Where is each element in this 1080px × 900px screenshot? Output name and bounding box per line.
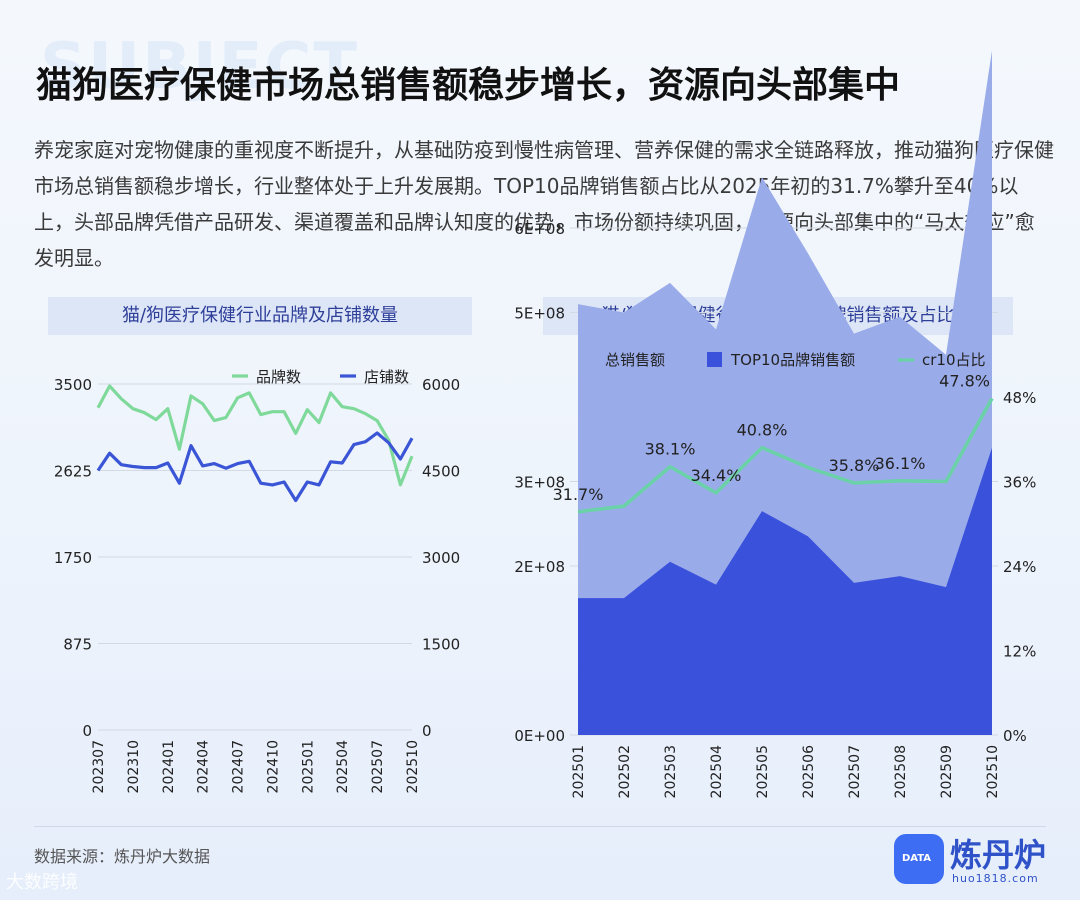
series-line-cr10占比: [577, 397, 994, 514]
background-watermark: SUBJECT: [40, 30, 359, 104]
y-right-tick-label: 24%: [1003, 558, 1036, 576]
y-left-tick-label: 0: [82, 722, 92, 740]
logo-name: 炼丹炉: [950, 836, 1047, 874]
data-label: 34.4%: [691, 466, 742, 485]
x-tick-label: 202503: [663, 745, 679, 798]
y-left-tick-label: 875: [63, 636, 92, 654]
logo-url: huo1818.com: [952, 872, 1039, 885]
y-right-tick-label: 0%: [1003, 727, 1027, 745]
x-tick-label: 202504: [709, 745, 725, 799]
corner-watermark: 大数跨境: [6, 872, 78, 893]
y-left-tick-label: 2E+08: [514, 558, 565, 576]
x-tick-label: 202510: [985, 745, 1001, 798]
y-left-tick-label: 3E+08: [514, 474, 565, 492]
legend-swatch: [707, 352, 722, 367]
y-left-tick-label: 0E+00: [514, 727, 565, 745]
y-right-tick-label: 1500: [422, 636, 460, 654]
y-right-tick-label: 12%: [1003, 643, 1036, 661]
logo-badge-text: DATA: [902, 853, 932, 864]
y-right-tick-label: 6000: [422, 376, 460, 394]
y-left-tick-label: 3500: [54, 376, 92, 394]
x-tick-label: 202404: [196, 740, 212, 794]
x-tick-label: 202504: [335, 740, 351, 794]
y-right-tick-label: 48%: [1003, 389, 1036, 407]
x-tick-label: 202507: [847, 745, 863, 798]
y-left-tick-label: 1750: [54, 549, 92, 567]
area-总销售额: [578, 50, 992, 736]
x-tick-label: 202509: [939, 745, 955, 798]
data-label: 31.7%: [553, 485, 604, 504]
legend-label: TOP10品牌销售额: [730, 351, 855, 369]
area-TOP10品牌销售额: [578, 447, 992, 735]
data-label: 35.8%: [829, 456, 880, 475]
footer-divider: [34, 826, 1046, 827]
x-tick-label: 202505: [755, 745, 771, 798]
intro-paragraph: 养宠家庭对宠物健康的重视度不断提升，从基础防疫到慢性病管理、营养保健的需求全链路…: [34, 138, 1054, 270]
legend-swatch: [581, 352, 596, 367]
series-line-店铺数: [96, 431, 414, 503]
x-tick-label: 202307: [91, 740, 107, 793]
x-tick-label: 202310: [126, 740, 142, 793]
y-right-tick-label: 3000: [422, 549, 460, 567]
legend-label: 总销售额: [605, 351, 665, 369]
page-headline: 猫狗医疗保健市场总销售额稳步增长，资源向头部集中: [36, 65, 901, 106]
data-label: 36.1%: [875, 454, 926, 473]
brand-logo: DATA 炼丹炉 huo1818.com: [894, 832, 1054, 888]
data-label: 47.8%: [939, 371, 990, 390]
y-right-tick-label: 36%: [1003, 474, 1036, 492]
data-label: 40.8%: [737, 421, 788, 440]
x-tick-label: 202502: [617, 745, 633, 798]
y-right-tick-label: 4500: [422, 463, 460, 481]
left-chart-title: 猫/狗医疗保健行业品牌及店铺数量: [48, 297, 472, 335]
y-right-tick-label: 0: [422, 722, 432, 740]
logo-icon: DATA: [894, 834, 944, 884]
x-tick-label: 202510: [405, 740, 421, 793]
x-tick-label: 202508: [893, 745, 909, 798]
y-left-tick-label: 5E+08: [514, 305, 565, 323]
x-tick-label: 202401: [161, 740, 177, 793]
legend-label: cr10占比: [922, 351, 986, 369]
data-source: 数据来源：炼丹炉大数据: [34, 847, 211, 866]
x-tick-label: 202507: [370, 740, 386, 793]
x-tick-label: 202506: [801, 745, 817, 799]
x-tick-label: 202410: [265, 740, 281, 793]
y-left-tick-label: 2625: [54, 463, 92, 481]
y-left-tick-label: 6E+08: [514, 220, 565, 238]
data-label: 38.1%: [645, 440, 696, 459]
legend-label: 店铺数: [364, 368, 409, 386]
x-tick-label: 202501: [300, 740, 316, 793]
x-tick-label: 202407: [231, 740, 247, 793]
legend-label: 品牌数: [256, 368, 301, 386]
x-tick-label: 202501: [571, 745, 587, 798]
series-line-品牌数: [96, 384, 414, 487]
